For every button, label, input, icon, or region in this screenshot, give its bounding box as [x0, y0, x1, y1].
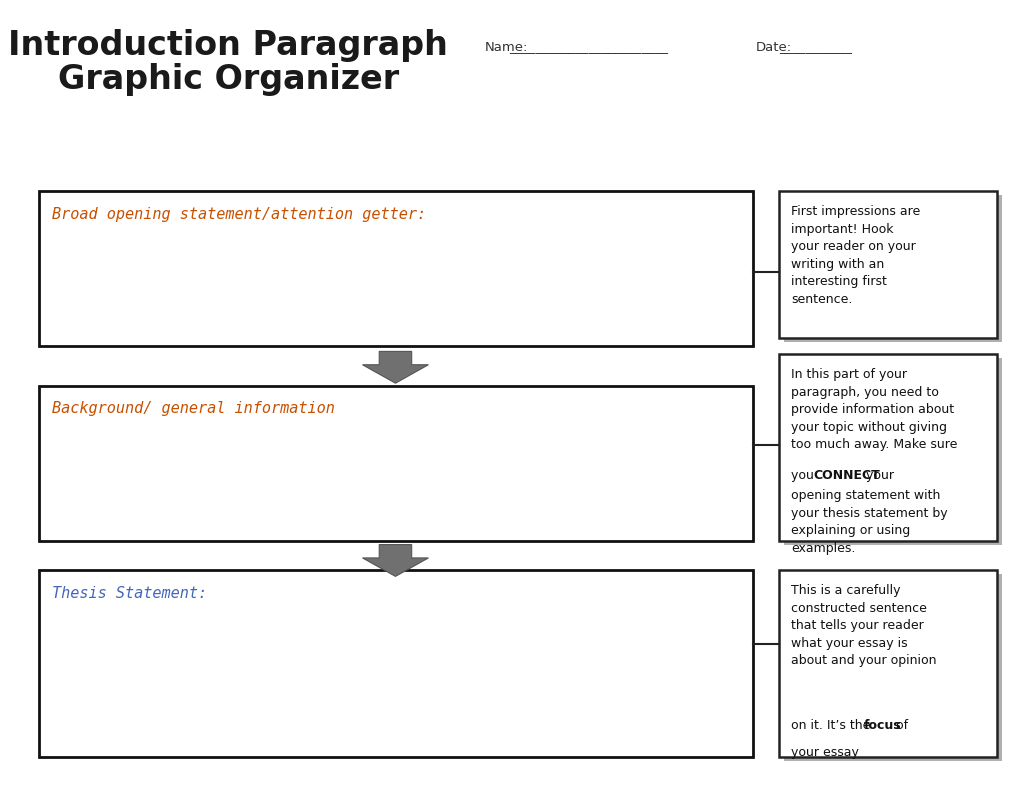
Text: In this part of your
paragraph, you need to
provide information about
your topic: In this part of your paragraph, you need… — [791, 368, 957, 451]
Text: your: your — [862, 469, 894, 482]
Text: on it. It’s the: on it. It’s the — [791, 719, 874, 732]
FancyBboxPatch shape — [39, 386, 753, 541]
Text: Name:: Name: — [485, 41, 528, 54]
FancyBboxPatch shape — [784, 195, 1002, 342]
FancyBboxPatch shape — [39, 570, 753, 757]
Text: Graphic Organizer: Graphic Organizer — [58, 63, 399, 96]
Text: of: of — [892, 719, 909, 732]
Text: you: you — [791, 469, 818, 482]
Text: Thesis Statement:: Thesis Statement: — [52, 586, 207, 601]
FancyBboxPatch shape — [779, 354, 997, 541]
FancyBboxPatch shape — [39, 191, 753, 346]
Text: First impressions are
important! Hook
your reader on your
writing with an
intere: First impressions are important! Hook yo… — [791, 205, 920, 305]
Text: your essay: your essay — [791, 746, 859, 758]
Text: Date:: Date: — [755, 41, 792, 54]
Text: Introduction Paragraph: Introduction Paragraph — [8, 29, 448, 62]
Text: Broad opening statement/attention getter:: Broad opening statement/attention getter… — [52, 207, 426, 222]
Text: Background/ general information: Background/ general information — [52, 401, 335, 417]
FancyBboxPatch shape — [784, 358, 1002, 545]
Text: ___________: ___________ — [779, 41, 852, 54]
Polygon shape — [363, 351, 428, 383]
Text: focus: focus — [864, 719, 901, 732]
Text: CONNECT: CONNECT — [813, 469, 880, 482]
Text: This is a carefully
constructed sentence
that tells your reader
what your essay : This is a carefully constructed sentence… — [791, 584, 936, 667]
Polygon shape — [363, 545, 428, 576]
FancyBboxPatch shape — [779, 191, 997, 338]
Text: ________________________: ________________________ — [509, 41, 668, 54]
FancyBboxPatch shape — [784, 574, 1002, 761]
Text: opening statement with
your thesis statement by
explaining or using
examples.: opening statement with your thesis state… — [791, 489, 947, 555]
FancyBboxPatch shape — [779, 570, 997, 757]
